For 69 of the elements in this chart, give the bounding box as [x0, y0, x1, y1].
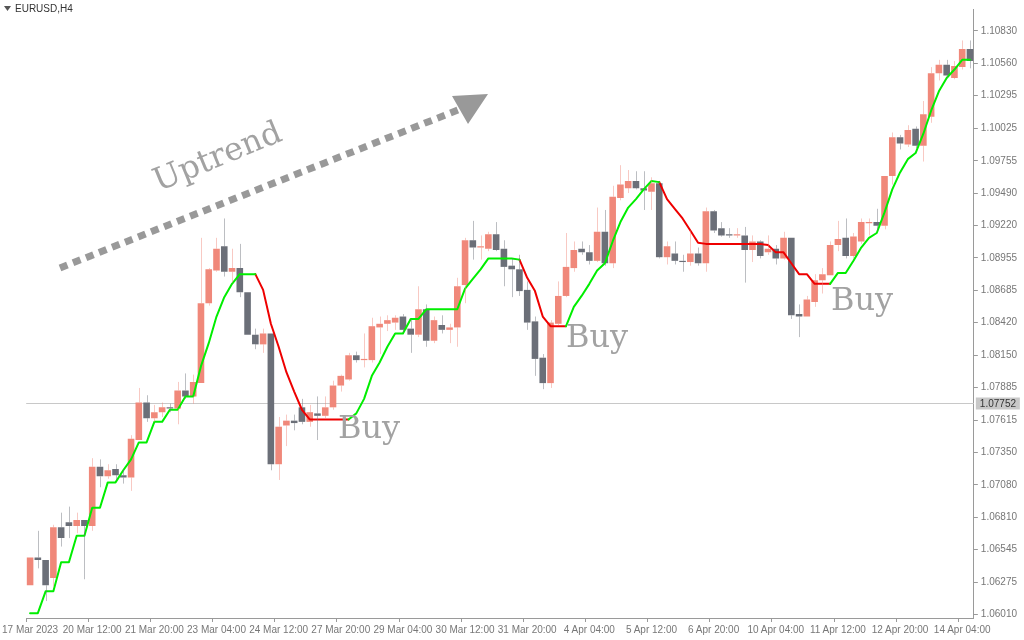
candlestick [267, 333, 275, 471]
y-tick-label: 1.06010 [980, 608, 1018, 620]
candlestick [135, 387, 143, 441]
x-tick-label: 20 Mar 12:00 [62, 623, 123, 635]
y-tick-label: 1.08150 [980, 349, 1018, 361]
y-tick-label: 1.09220 [980, 219, 1018, 231]
candlestick [492, 221, 500, 250]
x-tick-label: 24 Mar 12:00 [249, 623, 309, 635]
annotation: Buy [565, 317, 629, 356]
x-tick-label: 17 Mar 2023 [2, 623, 59, 635]
candlestick [259, 328, 267, 354]
x-tick-label: 27 Mar 20:00 [311, 623, 371, 635]
x-tick-label: 4 Apr 04:00 [563, 623, 616, 635]
y-tick-label: 1.09755 [980, 154, 1018, 166]
x-tick-label: 30 Mar 12:00 [435, 623, 495, 635]
annotation: Buy [830, 280, 894, 319]
candlestick [104, 463, 112, 480]
x-tick-label: 11 Apr 12:00 [809, 623, 867, 635]
y-tick-label: 1.08420 [980, 316, 1018, 328]
candlestick [143, 394, 150, 423]
candlestick [912, 125, 919, 149]
x-tick-label: 21 Mar 20:00 [124, 623, 185, 635]
candlestick [904, 124, 912, 148]
y-tick-label: 1.07080 [980, 478, 1018, 490]
y-tick-label: 1.10830 [980, 24, 1018, 36]
y-tick-label: 1.08955 [980, 251, 1018, 263]
candlestick [42, 559, 49, 602]
candlestick [671, 240, 679, 265]
candlestick [151, 404, 158, 423]
candlestick [570, 240, 578, 273]
ref-line-label: 1.07752 [979, 397, 1017, 409]
candlestick [943, 59, 950, 79]
y-tick-label: 1.06275 [980, 576, 1018, 588]
x-tick-label: 14 Apr 04:00 [933, 623, 991, 635]
candlestick [446, 323, 453, 344]
x-tick-label: 10 Apr 04:00 [747, 623, 805, 635]
candlestick [586, 244, 593, 265]
x-tick-label: 6 Apr 20:00 [688, 623, 740, 635]
candlestick [88, 457, 96, 532]
candlestick [119, 468, 127, 485]
candlestick [438, 314, 446, 334]
y-tick-label: 1.07615 [980, 413, 1018, 425]
candlestick [73, 512, 80, 534]
annotation: Buy [337, 408, 401, 447]
y-tick-label: 1.10560 [980, 57, 1018, 69]
y-tick-label: 1.07885 [980, 381, 1018, 393]
candlestick [321, 395, 329, 419]
y-tick-label: 1.10025 [980, 122, 1018, 134]
y-tick-label: 1.10295 [980, 89, 1018, 101]
candlestick [663, 240, 671, 265]
candlestick [158, 401, 166, 418]
x-tick-label: 5 Apr 12:00 [625, 623, 678, 635]
candlestick [112, 463, 119, 481]
candlestick [888, 132, 896, 186]
candlestick [422, 303, 430, 348]
x-tick-label: 12 Apr 20:00 [871, 623, 929, 635]
candlestick [353, 351, 360, 364]
candlestick [50, 524, 57, 588]
chart-title: EURUSD,H4 [15, 3, 73, 14]
y-tick-label: 1.06545 [980, 543, 1018, 555]
y-tick-label: 1.08685 [980, 284, 1018, 296]
x-tick-label: 23 Mar 04:00 [187, 623, 247, 635]
candlestick [252, 328, 259, 350]
x-tick-label: 29 Mar 04:00 [373, 623, 433, 635]
y-tick-label: 1.09490 [980, 186, 1018, 198]
y-tick-label: 1.06810 [980, 511, 1018, 523]
y-tick-label: 1.07350 [980, 445, 1018, 457]
candlestick [896, 134, 904, 150]
x-tick-label: 31 Mar 20:00 [497, 623, 558, 635]
